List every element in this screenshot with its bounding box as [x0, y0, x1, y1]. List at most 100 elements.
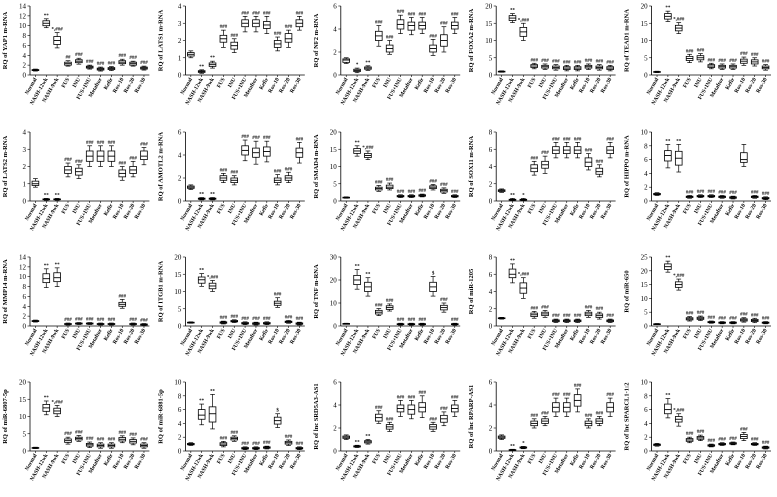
box-plot: ### — [429, 417, 437, 432]
y-axis-label: RQ of FOXA2 m-RNA — [468, 9, 475, 73]
box-plot: ### — [107, 318, 116, 326]
box-plot: ### — [729, 59, 737, 70]
box-plot: ### — [761, 192, 770, 200]
x-tick-label: Kefir — [258, 328, 270, 342]
significance-label: ### — [108, 62, 116, 67]
significance-label: *,### — [518, 18, 530, 23]
significance-label: ** — [510, 9, 516, 14]
box-plot: ### — [418, 391, 426, 418]
y-tick-label: 10 — [485, 37, 493, 45]
significance-label: ### — [97, 318, 105, 323]
y-tick-label: 15 — [641, 281, 649, 289]
y-tick-label: 10 — [19, 273, 27, 281]
x-tick-label: INU — [227, 328, 237, 340]
x-tick-label: FUS — [527, 203, 537, 215]
y-axis-label: RQ of lnc SRD5A3-AS1 — [313, 383, 320, 449]
x-tick-label: Ros-30 — [755, 328, 769, 345]
significance-label: ### — [375, 304, 383, 309]
significance-label: ### — [418, 391, 426, 396]
significance-label: ### — [563, 393, 571, 398]
y-axis-label: RQ of LATS2 m-RNA — [2, 135, 9, 197]
significance-label: $ — [432, 272, 435, 277]
box-plot: ### — [230, 34, 238, 53]
box-plot: ### — [252, 317, 260, 326]
x-tick-label: INU — [538, 328, 548, 340]
box-plot: ## — [64, 56, 72, 67]
box-plot: ### — [375, 406, 383, 424]
significance-label: ### — [418, 318, 426, 323]
y-tick-label: 15 — [641, 20, 649, 28]
box-plot — [653, 192, 661, 196]
box-plot: ### — [584, 59, 593, 70]
x-tick-label: Kefir — [414, 203, 426, 217]
significance-label: ### — [596, 160, 604, 165]
y-axis-label: RQ of AMOTL2 m-RNA — [157, 132, 164, 201]
x-tick-label: INU — [383, 203, 393, 215]
significance-label: ### — [252, 11, 260, 16]
y-tick-label: 4 — [23, 129, 27, 137]
y-tick-label: 0 — [333, 448, 337, 456]
x-tick-label: INU — [383, 77, 393, 89]
box-plot: ### — [418, 189, 426, 198]
x-tick-label: FUS — [682, 328, 692, 340]
box-plot: $ — [273, 409, 282, 428]
box-plot: ** — [364, 435, 372, 445]
y-tick-label: 15 — [174, 271, 182, 279]
y-tick-label: 20 — [330, 277, 338, 285]
box-plot: ** — [197, 269, 206, 287]
significance-label: ** — [665, 6, 671, 11]
box-iqr — [284, 33, 293, 43]
y-tick-label: 5 — [489, 54, 493, 62]
box-plot: ** — [197, 193, 206, 201]
box-plot: ### — [263, 441, 271, 450]
significance-label: ### — [762, 317, 770, 322]
significance-label: ### — [552, 137, 560, 142]
y-tick-label: 6 — [644, 406, 648, 414]
box-plot — [342, 196, 350, 199]
y-axis-label: RQ of LATS1 m-RNA — [157, 9, 164, 71]
y-tick-label: 4 — [644, 170, 648, 178]
y-tick-label: 4 — [333, 26, 337, 34]
significance-label: ### — [718, 438, 726, 443]
box-plot: ### — [407, 395, 416, 420]
box-plot: ### — [85, 141, 94, 167]
y-tick-label: 20 — [641, 3, 649, 11]
significance-label: ### — [541, 305, 549, 310]
box-plot: ** — [364, 273, 372, 297]
significance-label: ### — [129, 56, 137, 61]
box-plot: ### — [761, 317, 770, 325]
box-plot: ### — [750, 190, 759, 199]
box-plot: ### — [396, 190, 405, 198]
box-plot: ### — [107, 438, 116, 449]
significance-label: ### — [119, 431, 127, 436]
significance-label: ### — [606, 60, 614, 65]
box-plot: ### — [219, 316, 228, 325]
box-plot: ### — [440, 183, 448, 194]
box-plot: ** — [664, 6, 672, 22]
box-plot: ### — [707, 439, 716, 448]
x-tick-label: Ros-30 — [755, 203, 769, 220]
significance-label: ### — [263, 11, 271, 16]
x-tick-label: Kefir — [725, 453, 737, 467]
significance-label: ### — [108, 438, 116, 443]
x-tick-label: INU — [693, 328, 703, 340]
y-tick-label: 0 — [23, 198, 27, 206]
box-plot: ### — [562, 137, 571, 159]
box-plot: *,### — [207, 275, 219, 292]
significance-label: ### — [64, 158, 72, 163]
significance-label: ### — [530, 58, 538, 63]
y-tick-label: 2 — [23, 313, 27, 321]
box-plot: ### — [552, 393, 560, 417]
box-plot: ### — [718, 59, 726, 70]
significance-label: ### — [97, 438, 105, 443]
significance-label: ### — [285, 435, 293, 440]
box-plot: ### — [241, 442, 249, 450]
x-tick-label: Ros-30 — [289, 328, 303, 345]
x-tick-label: Ros-30 — [600, 453, 614, 470]
